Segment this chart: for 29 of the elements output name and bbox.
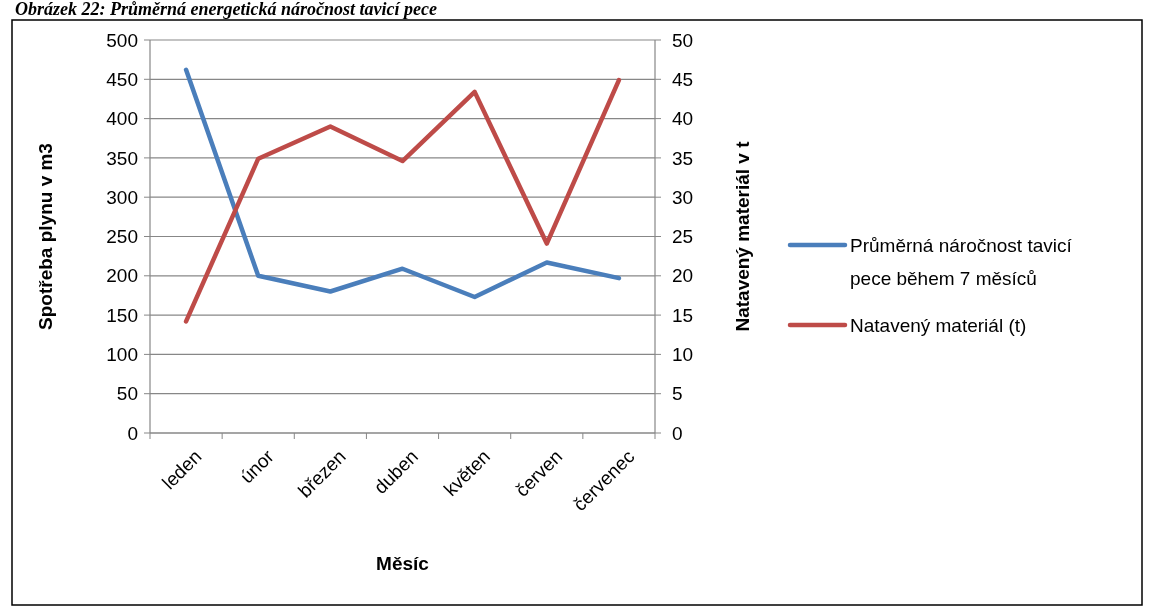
- y2-tick-label: 50: [672, 29, 694, 51]
- y-tick-label: 400: [106, 108, 138, 130]
- y-tick-label: 500: [106, 29, 138, 51]
- y-axis-title: Spotřeba plynu v m3: [35, 143, 56, 330]
- y2-tick-label: 30: [672, 186, 694, 208]
- y2-tick-label: 35: [672, 147, 694, 169]
- y-tick-label: 250: [106, 226, 138, 248]
- y-tick-label: 150: [106, 304, 138, 326]
- y2-tick-label: 15: [672, 304, 694, 326]
- y2-tick-label: 25: [672, 226, 694, 248]
- y-tick-label: 50: [116, 383, 138, 405]
- x-axis-title: Měsíc: [376, 553, 430, 574]
- y-tick-label: 200: [106, 265, 138, 287]
- y-tick-label: 300: [106, 186, 138, 208]
- y2-tick-label: 40: [672, 108, 694, 130]
- y2-axis-title: Natavený materiál v t: [732, 140, 753, 332]
- y-tick-label: 100: [106, 344, 138, 366]
- chart-title: Obrázek 22: Průměrná energetická náročnost tavicí pece: [15, 0, 437, 19]
- y2-tick-label: 5: [672, 383, 683, 405]
- x-tick-label: únor: [236, 445, 279, 488]
- y-tick-label: 0: [127, 422, 138, 444]
- legend-label: Průměrná náročnost tavicí pece během 7 měsíců: [850, 234, 1073, 289]
- y2-tick-label: 0: [672, 422, 683, 444]
- y2-tick-label: 10: [672, 344, 694, 366]
- y2-tick-label: 20: [672, 265, 694, 287]
- legend-label: Natavený materiál (t): [850, 314, 1027, 336]
- y-tick-label: 450: [106, 68, 138, 90]
- y2-tick-label: 45: [672, 68, 694, 90]
- y-tick-label: 350: [106, 147, 138, 169]
